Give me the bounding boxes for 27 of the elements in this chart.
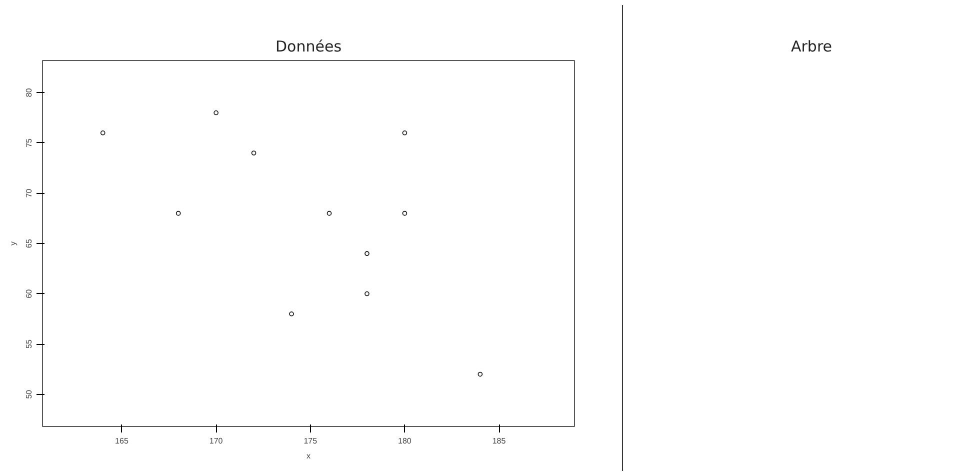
- y-axis-title: y: [8, 242, 18, 246]
- x-tick-label: 170: [209, 436, 224, 446]
- point: [214, 110, 218, 116]
- y-tick-label: 60: [24, 288, 34, 298]
- point: [402, 210, 408, 216]
- text: Arbre: [790, 38, 832, 56]
- x-axis-title: x: [306, 452, 310, 460]
- y-tick-label: 75: [24, 138, 34, 148]
- x-tick-label: 175: [304, 436, 318, 446]
- point: [100, 130, 106, 136]
- point: [289, 311, 294, 316]
- y-tick-label: 55: [24, 339, 34, 348]
- point: [402, 130, 408, 136]
- point: [326, 210, 332, 216]
- y-tick-label: 80: [24, 88, 34, 98]
- x-tick-label: 180: [398, 436, 412, 446]
- point: [364, 291, 370, 296]
- x-tick-label: 185: [492, 436, 506, 446]
- point: [176, 210, 181, 216]
- chart-title: Données: [275, 38, 342, 56]
- point: [478, 372, 483, 377]
- y-tick-label: 70: [24, 188, 34, 198]
- point: [364, 251, 370, 256]
- point: [251, 150, 256, 156]
- y-tick-label: 50: [24, 389, 34, 399]
- x-tick-label: 165: [115, 436, 129, 446]
- y-tick-label: 65: [24, 238, 34, 248]
